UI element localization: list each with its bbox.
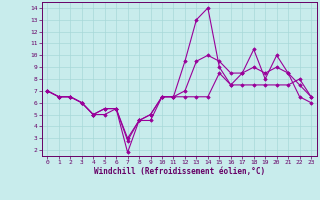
X-axis label: Windchill (Refroidissement éolien,°C): Windchill (Refroidissement éolien,°C) [94,167,265,176]
